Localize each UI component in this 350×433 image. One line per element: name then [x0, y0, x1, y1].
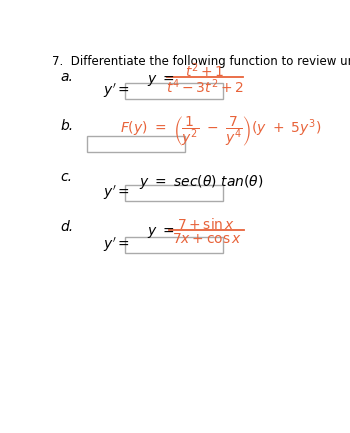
Text: $F(y)\ =\ \left(\dfrac{1}{y^2}\ -\ \dfrac{7}{y^4}\right)(y\ +\ 5y^3)$: $F(y)\ =\ \left(\dfrac{1}{y^2}\ -\ \dfra…	[120, 114, 321, 149]
FancyBboxPatch shape	[125, 83, 223, 99]
Text: $y\ =$: $y\ =$	[147, 225, 175, 240]
FancyBboxPatch shape	[87, 136, 185, 152]
Text: $y\ =\ \mathit{sec}(\theta)\ \mathit{tan}(\theta)$: $y\ =\ \mathit{sec}(\theta)\ \mathit{tan…	[139, 173, 263, 191]
Text: $y' =$: $y' =$	[104, 82, 131, 100]
Text: a.: a.	[60, 70, 73, 84]
Text: $y' =$: $y' =$	[104, 184, 131, 202]
Text: $y\ =$: $y\ =$	[147, 73, 175, 88]
Text: $7 + \sin x$: $7 + \sin x$	[177, 217, 236, 232]
Text: d.: d.	[60, 220, 73, 234]
FancyBboxPatch shape	[125, 237, 223, 253]
FancyBboxPatch shape	[125, 185, 223, 201]
Text: b.: b.	[60, 119, 73, 132]
Text: $y' =$: $y' =$	[104, 236, 131, 254]
Text: 7.  Differentiate the following function to review unit two.: 7. Differentiate the following function …	[52, 55, 350, 68]
Text: $t^4 - 3t^2 + 2$: $t^4 - 3t^2 + 2$	[166, 77, 244, 96]
Text: c.: c.	[60, 170, 72, 184]
Text: $t^2 + 1$: $t^2 + 1$	[186, 61, 225, 80]
Text: $7x + \cos x$: $7x + \cos x$	[172, 232, 242, 246]
